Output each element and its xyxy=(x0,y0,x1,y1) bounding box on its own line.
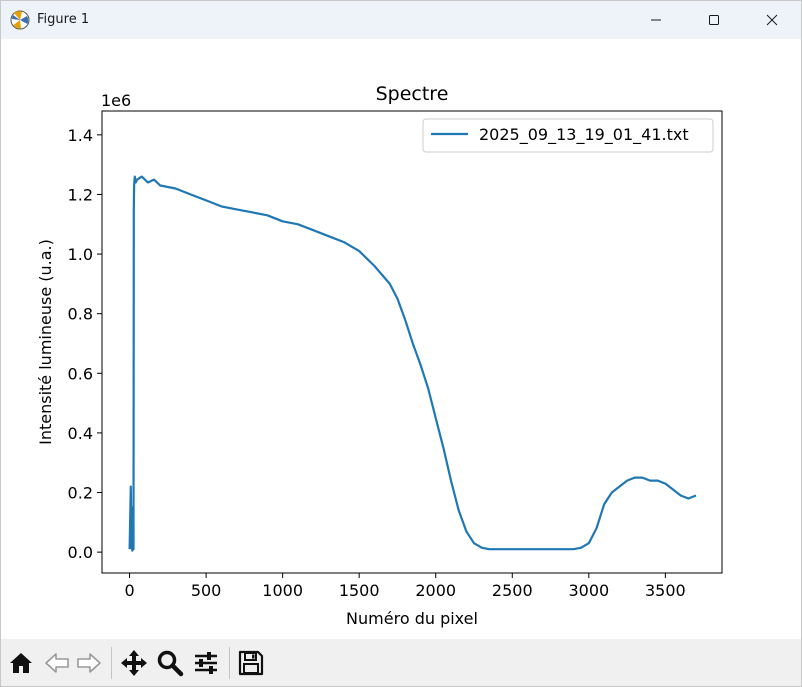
maximize-icon xyxy=(709,15,719,25)
back-button[interactable] xyxy=(42,648,72,678)
maximize-button[interactable] xyxy=(685,1,743,39)
y-tick-label: 0.4 xyxy=(68,424,93,443)
legend[interactable]: 2025_09_13_19_01_41.txt xyxy=(422,118,714,153)
x-tick-label: 0 xyxy=(124,581,134,600)
y-offset-label: 1e6 xyxy=(101,91,131,110)
y-tick-label: 0.2 xyxy=(68,484,93,503)
y-tick-label: 1.4 xyxy=(68,126,93,145)
save-icon xyxy=(238,650,264,676)
matplotlib-icon xyxy=(10,10,30,30)
forward-arrow-icon xyxy=(77,653,101,673)
y-tick-label: 1.0 xyxy=(68,245,93,264)
plot-area[interactable]: 0 500 1000 1500 2000 2500 3000 3500 0.0 0.2 0.4 0.… xyxy=(68,110,723,600)
zoom-icon xyxy=(157,650,184,677)
y-tick-label: 1.2 xyxy=(68,185,93,204)
toolbar-separator xyxy=(229,647,230,679)
y-tick-label: 0.0 xyxy=(68,543,93,562)
sliders-icon xyxy=(195,652,217,674)
navigation-toolbar xyxy=(1,639,801,686)
y-tick-label: 0.8 xyxy=(68,305,93,324)
configure-subplots-button[interactable] xyxy=(191,648,221,678)
minimize-icon xyxy=(651,19,661,21)
back-arrow-icon xyxy=(45,653,69,673)
axes-frame xyxy=(101,110,723,574)
toolbar-separator xyxy=(111,647,112,679)
x-tick-label: 1500 xyxy=(339,581,380,600)
close-icon xyxy=(766,14,778,26)
y-axis-label: Intensité lumineuse (u.a.) xyxy=(36,239,55,445)
x-tick-label: 2500 xyxy=(492,581,533,600)
x-tick-label: 3500 xyxy=(645,581,686,600)
legend-label: 2025_09_13_19_01_41.txt xyxy=(479,125,689,145)
move-icon xyxy=(121,650,147,676)
zoom-button[interactable] xyxy=(155,648,185,678)
figure-canvas[interactable]: Spectre 1e6 0 500 1000 1500 2000 2500 3000 3500… xyxy=(1,39,801,639)
spectrum-chart[interactable]: Spectre 1e6 0 500 1000 1500 2000 2500 3000 3500… xyxy=(1,39,801,639)
save-button[interactable] xyxy=(236,648,266,678)
forward-button[interactable] xyxy=(74,648,104,678)
home-icon xyxy=(10,653,32,673)
x-tick-label: 3000 xyxy=(568,581,609,600)
x-tick-label: 2000 xyxy=(415,581,456,600)
y-tick-label: 0.6 xyxy=(68,364,93,383)
chart-title: Spectre xyxy=(376,83,449,105)
close-button[interactable] xyxy=(743,1,801,39)
series-line xyxy=(128,175,697,552)
home-button[interactable] xyxy=(6,648,36,678)
title-bar[interactable]: Figure 1 xyxy=(1,1,801,39)
x-axis-label: Numéro du pixel xyxy=(346,609,478,628)
legend-box xyxy=(422,118,714,153)
pan-button[interactable] xyxy=(119,648,149,678)
x-tick-label: 1000 xyxy=(262,581,303,600)
minimize-button[interactable] xyxy=(627,1,685,39)
x-tick-label: 500 xyxy=(191,581,222,600)
window-title: Figure 1 xyxy=(37,12,90,27)
